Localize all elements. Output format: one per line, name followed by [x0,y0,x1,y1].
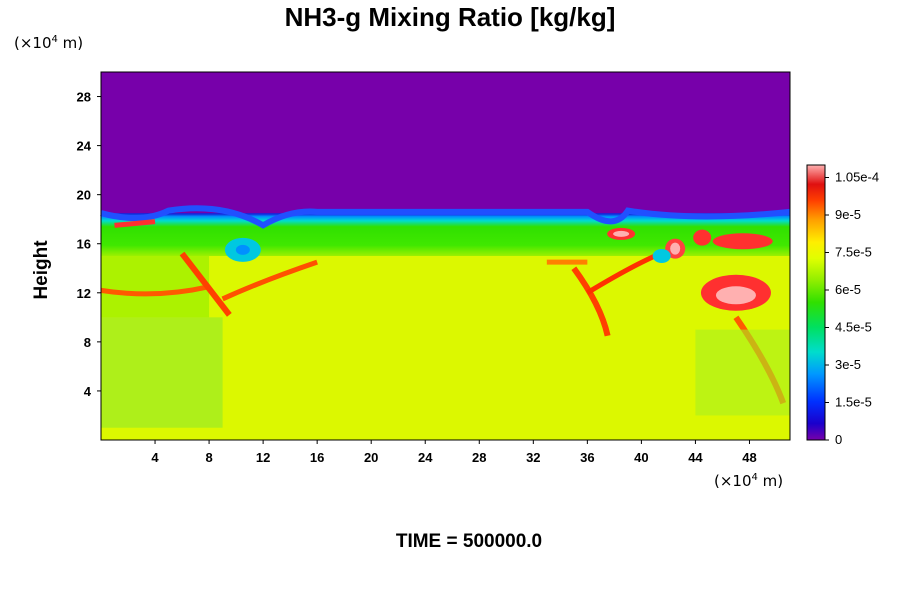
red-streak-right-2 [586,253,656,295]
red-streak-left [100,284,210,297]
y-tick-label: 4 [84,384,92,399]
colorbar-tick-label: 1.5e-5 [835,395,872,410]
right-lower-zone [695,329,790,416]
plot-area [100,71,791,441]
time-label: TIME = 500000.0 [395,531,543,552]
y-tick-label: 12 [77,286,91,301]
colorbar-tick-label: 1.05e-4 [835,170,879,185]
x-tick-label: 44 [688,450,703,465]
x-tick-label: 48 [742,450,756,465]
y-tick-label: 8 [84,335,91,350]
x-axis: 4 8 12 16 20 24 28 32 36 40 44 48 [151,440,757,465]
red-band-right [712,233,773,250]
y-tick-label: 20 [77,188,91,203]
colorbar-tick-label: 9e-5 [835,207,861,222]
y-tick-label: 28 [77,90,91,105]
x-tick-label: 32 [526,450,540,465]
red-streak-mid [221,259,318,302]
cyan-patch [652,249,671,263]
plot-frame [100,71,791,441]
colorbar-tick-label: 0 [835,432,842,447]
vortex-center [235,244,250,255]
chart-title: NH3-g Mixing Ratio [kg/kg] [284,2,616,32]
colorbar-tick-label: 6e-5 [835,282,861,297]
pink-core-2 [670,242,681,255]
field-features [100,205,791,428]
colorbar-tick-label: 4.5e-5 [835,320,872,335]
y-tick-label: 24 [77,139,92,154]
red-blob-3 [693,229,712,246]
pink-core-large [715,286,756,305]
y-tick-label: 16 [77,237,91,252]
interface-edge [100,205,791,229]
left-lower-zone [101,317,223,428]
red-streak-diagonal [179,251,232,317]
colorbar-tick-label: 7.5e-5 [835,245,872,260]
x-tick-label: 12 [256,450,270,465]
colorbar-tick-label: 3e-5 [835,357,861,372]
field-region-0 [101,72,790,214]
y-axis: 4 8 12 16 20 24 28 [77,90,101,399]
colorbar-ramp [806,164,826,441]
x-tick-label: 20 [364,450,378,465]
red-streak-right-1 [571,266,611,337]
x-tick-label: 36 [580,450,594,465]
red-patch-top-left [114,219,156,228]
x-tick-label: 40 [634,450,648,465]
x-axis-unit: (×104 m) [714,472,784,490]
pink-core-1 [613,230,630,237]
colorbar: 0 1.5e-5 3e-5 4.5e-5 6e-5 7.5e-5 9e-5 1.05e-4 [806,164,879,447]
x-tick-label: 4 [151,450,159,465]
x-tick-label: 8 [205,450,212,465]
x-tick-label: 16 [310,450,324,465]
field-region-1 [101,213,790,256]
y-axis-unit: (×104 m) [14,34,84,52]
x-tick-label: 28 [472,450,486,465]
x-tick-label: 24 [418,450,433,465]
